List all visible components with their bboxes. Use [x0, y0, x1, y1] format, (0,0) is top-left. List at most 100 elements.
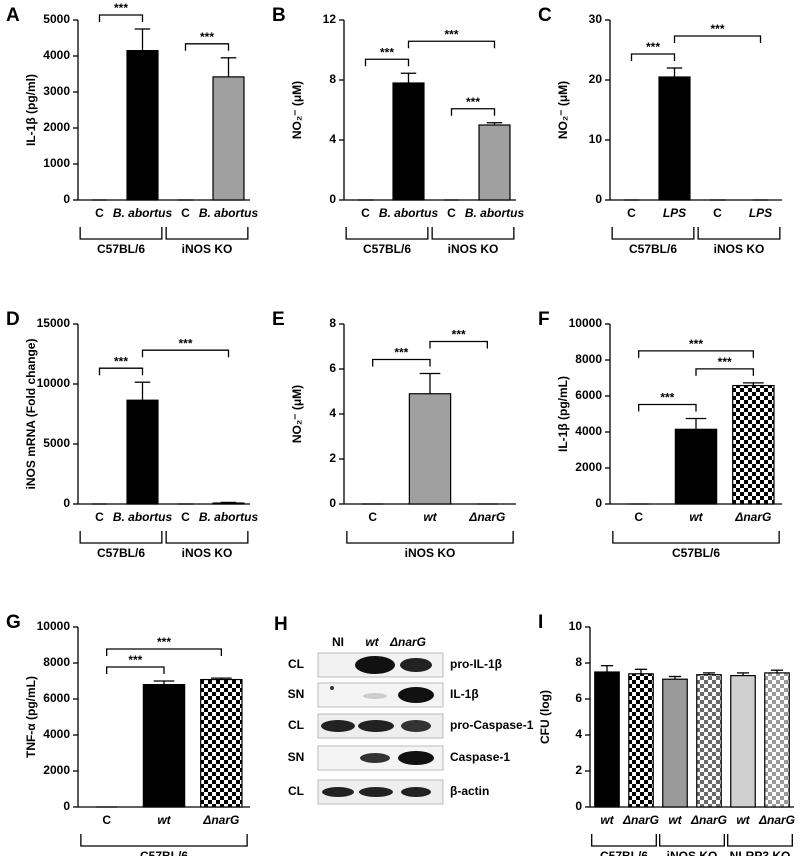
panel-letter: F [538, 309, 550, 330]
panel-letter: B [272, 5, 286, 26]
y-tick-label: 6 [575, 691, 582, 705]
x-tick-label: C [102, 813, 111, 827]
significance-label: *** [646, 40, 660, 54]
x-tick-label: C [627, 206, 636, 220]
significance-bracket [450, 108, 496, 116]
x-tick-label: C [181, 510, 190, 524]
bar [662, 678, 688, 808]
group-label: iNOS KO [714, 242, 765, 256]
significance-label: *** [114, 1, 128, 15]
group-label: C57BL/6 [629, 242, 677, 256]
y-tick-label: 4 [329, 132, 336, 146]
y-axis-label: CFU (log) [538, 690, 552, 744]
y-tick-label: 4 [575, 727, 582, 741]
x-tick-label: ΔnarG [758, 813, 795, 827]
significance-label: *** [178, 336, 192, 350]
y-tick-label: 5000 [43, 436, 70, 450]
y-axis-label: NO₂⁻ (μM) [290, 81, 304, 139]
group-label: iNOS KO [405, 546, 456, 560]
y-tick-label: 15000 [37, 316, 71, 330]
group-bracket [165, 227, 249, 240]
y-tick-label: 2 [575, 763, 582, 777]
bar [732, 384, 775, 505]
protein-label: pro-Caspase-1 [450, 718, 534, 732]
bar [126, 399, 159, 505]
y-tick-label: 4000 [575, 424, 602, 438]
significance-bracket [429, 340, 488, 349]
significance-bracket [106, 666, 165, 674]
y-tick-label: 2000 [575, 460, 602, 474]
fraction-label: SN [288, 687, 305, 701]
y-tick-label: 2000 [43, 120, 70, 134]
significance-bracket [630, 53, 676, 61]
y-tick-label: 0 [575, 799, 582, 813]
x-tick-label: ΔnarG [622, 813, 659, 827]
group-bracket [345, 227, 429, 240]
chart-panel: I CFU (log) 0 2 4 6 8 10 wt ΔnarG wt ΔnarG wt ΔnarG C5… [538, 612, 795, 856]
y-tick-label: 10000 [37, 376, 71, 390]
y-tick-label: 6 [329, 361, 336, 375]
y-axis-label: NO₂⁻ (μM) [556, 81, 570, 139]
chart-panel: C NO₂⁻ (μM) 0 10 20 30 C LPS C LPS C57BL/6 iNOS KO *… [538, 5, 782, 256]
group-bracket [346, 531, 514, 544]
bar [200, 678, 243, 808]
y-tick-label: 0 [329, 496, 336, 510]
y-tick-label: 8000 [575, 352, 602, 366]
chart-panel: B NO₂⁻ (μM) 0 4 8 12 C B. abortus C B. abortus C57… [272, 5, 524, 256]
significance-bracket [638, 350, 754, 358]
significance-label: *** [200, 30, 214, 44]
x-tick-label: B. abortus [379, 206, 439, 220]
x-tick-label: ΔnarG [690, 813, 727, 827]
chart-panel: F IL-1β (pg/mL) 0 2000 4000 6000 8000 10000 C wt Δ… [538, 309, 782, 560]
significance-bracket [106, 648, 222, 656]
fraction-label: CL [288, 784, 304, 798]
x-tick-label: LPS [749, 206, 772, 220]
x-tick-label: C [447, 206, 456, 220]
column-label: ΔnarG [389, 635, 426, 649]
bar [696, 674, 722, 808]
y-tick-label: 8 [329, 72, 336, 86]
x-tick-label: C [368, 510, 377, 524]
panel-letter: E [272, 309, 285, 330]
column-label: wt [365, 635, 379, 649]
x-tick-label: B. abortus [199, 510, 259, 524]
group-bracket [79, 227, 163, 240]
significance-bracket [141, 349, 230, 358]
fraction-label: CL [288, 657, 304, 671]
chart-panel: A IL-1β (pg/ml) 0 1000 2000 3000 4000 5000 C B. a… [6, 1, 258, 256]
y-tick-label: 6000 [575, 388, 602, 402]
significance-bracket [673, 35, 762, 43]
bar [658, 76, 691, 201]
significance-label: *** [114, 354, 128, 368]
significance-label: *** [157, 635, 171, 649]
bar [392, 82, 425, 201]
y-tick-label: 10000 [569, 316, 603, 330]
y-tick-label: 8 [575, 655, 582, 669]
y-axis-label: iNOS mRNA (Fold change) [24, 339, 38, 490]
group-bracket [612, 531, 780, 544]
group-label: NLRP3 KO [730, 849, 791, 856]
significance-label: *** [380, 45, 394, 59]
y-axis-label: IL-1β (pg/ml) [24, 74, 38, 146]
significance-label: *** [718, 355, 732, 369]
significance-bracket [638, 403, 697, 412]
x-tick-label: C [95, 510, 104, 524]
group-label: iNOS KO [448, 242, 499, 256]
y-tick-label: 4000 [43, 727, 70, 741]
protein-label: Caspase-1 [450, 750, 510, 764]
y-tick-label: 2000 [43, 763, 70, 777]
y-tick-label: 12 [323, 12, 337, 26]
y-axis-label: TNF-α (pg/mL) [24, 676, 38, 758]
bar [730, 674, 756, 808]
x-tick-label: wt [423, 510, 437, 524]
significance-label: *** [128, 653, 142, 667]
bar [628, 673, 654, 808]
blot-strips [317, 652, 444, 805]
group-bracket [611, 227, 695, 240]
significance-bracket [695, 368, 754, 376]
y-tick-label: 20 [589, 72, 603, 86]
panel-letter: H [274, 614, 288, 635]
bar [408, 393, 452, 505]
